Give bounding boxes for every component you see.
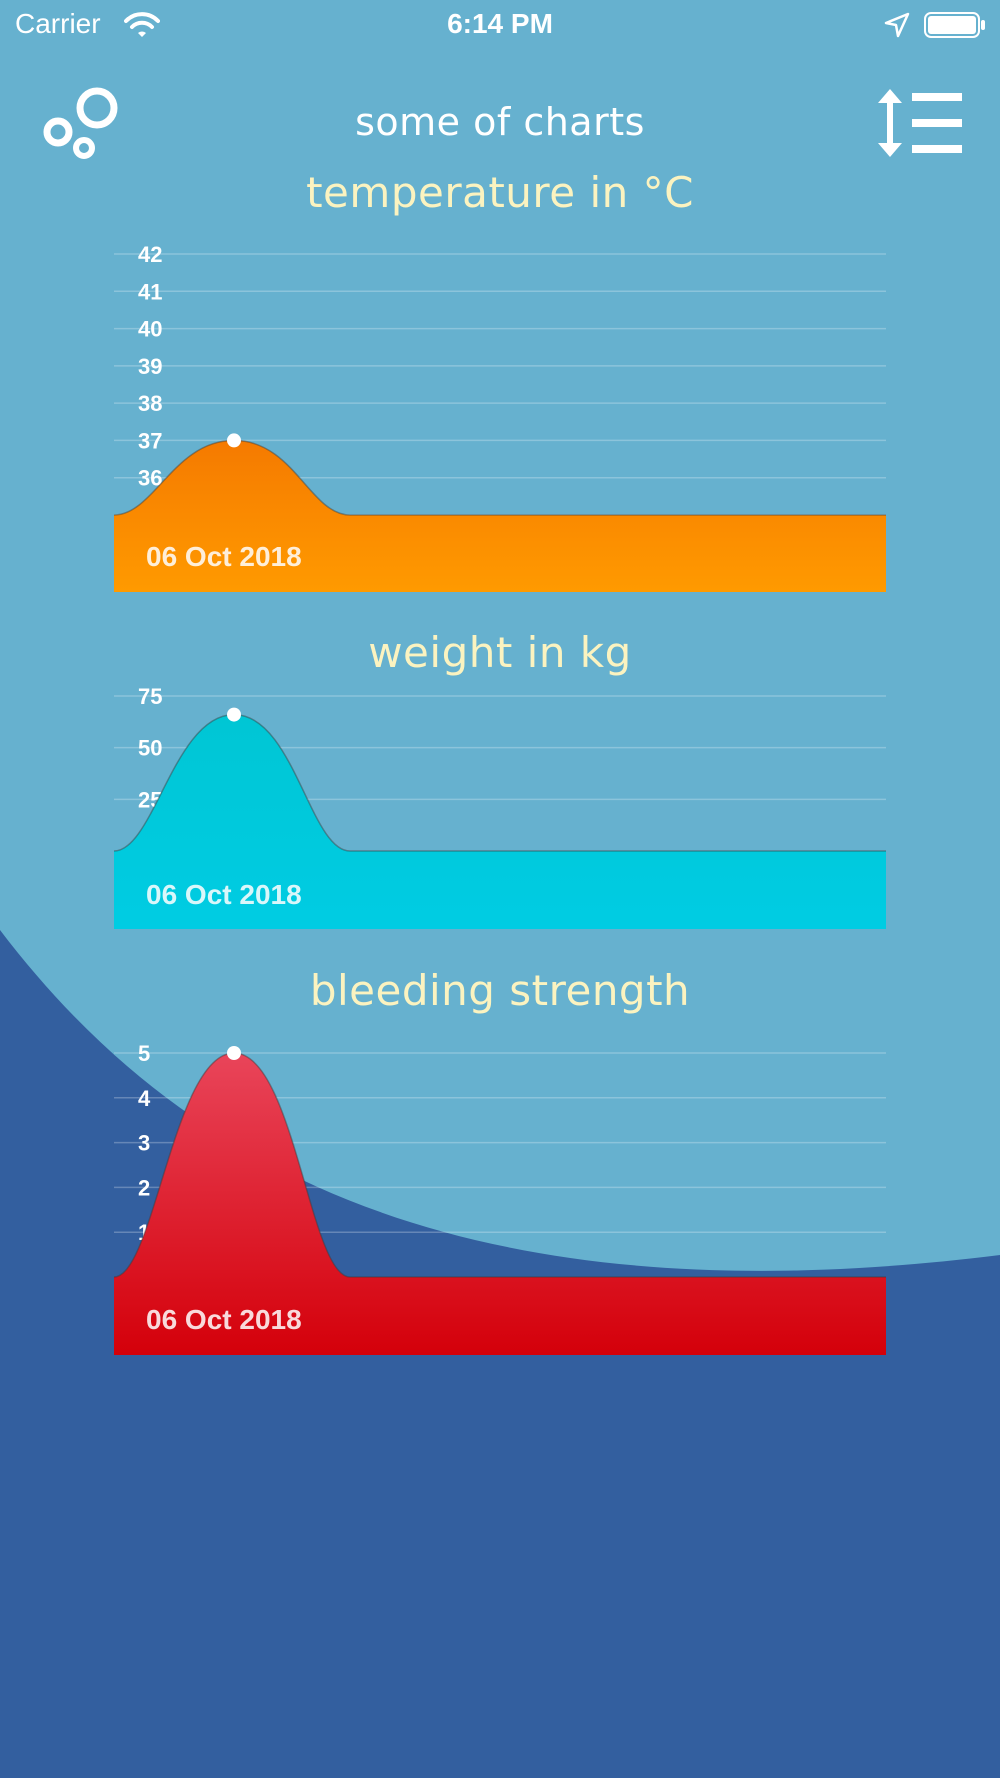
area-series (114, 440, 886, 592)
area-series (114, 1053, 886, 1355)
x-tick-label: 06 Oct 2018 (146, 541, 302, 572)
page-title: some of charts (355, 100, 645, 144)
carrier-label: Carrier (15, 8, 101, 39)
y-tick-label: 42 (138, 242, 162, 267)
data-point[interactable] (227, 433, 241, 448)
data-point[interactable] (227, 707, 241, 722)
location-arrow-icon (884, 12, 910, 38)
area-series (114, 714, 886, 929)
header: some of charts (0, 70, 1000, 180)
status-time: 6:14 PM (447, 8, 553, 39)
chart-title-weight: weight in kg (368, 628, 632, 677)
bubbles-logo-icon[interactable] (42, 86, 122, 166)
y-tick-label: 38 (138, 391, 162, 416)
y-tick-label: 40 (138, 317, 162, 342)
chart-title-temperature: temperature in °C (306, 168, 694, 217)
y-tick-label: 37 (138, 428, 162, 453)
chart-temperature: 353637383940414206 Oct 2018 (113, 242, 886, 592)
battery-icon (924, 12, 985, 38)
status-bar: Carrier 6:14 PM (0, 0, 1000, 50)
y-tick-label: 2 (138, 1175, 150, 1200)
x-tick-label: 06 Oct 2018 (146, 1304, 302, 1335)
sort-list-icon[interactable] (872, 87, 964, 159)
data-point[interactable] (227, 1046, 241, 1060)
chart-title-bleeding: bleeding strength (309, 966, 691, 1015)
y-tick-label: 39 (138, 354, 162, 379)
x-tick-label: 06 Oct 2018 (146, 879, 302, 910)
y-tick-label: 4 (138, 1086, 151, 1111)
y-tick-label: 41 (138, 279, 162, 304)
y-tick-label: 50 (138, 736, 162, 761)
wifi-icon (124, 12, 160, 37)
y-tick-label: 5 (138, 1041, 150, 1066)
y-tick-label: 75 (138, 684, 162, 709)
y-tick-label: 3 (138, 1131, 150, 1156)
